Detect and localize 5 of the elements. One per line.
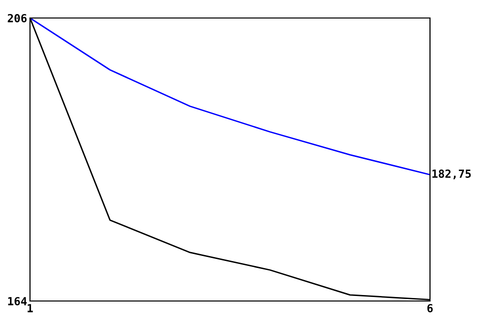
x-tick-label: 1	[28, 304, 33, 312]
y-tick-label: 206	[8, 14, 27, 22]
data-label: 182,75	[432, 169, 471, 180]
y-tick-label: 164	[8, 296, 27, 306]
x-tick-label: 6	[427, 304, 433, 312]
